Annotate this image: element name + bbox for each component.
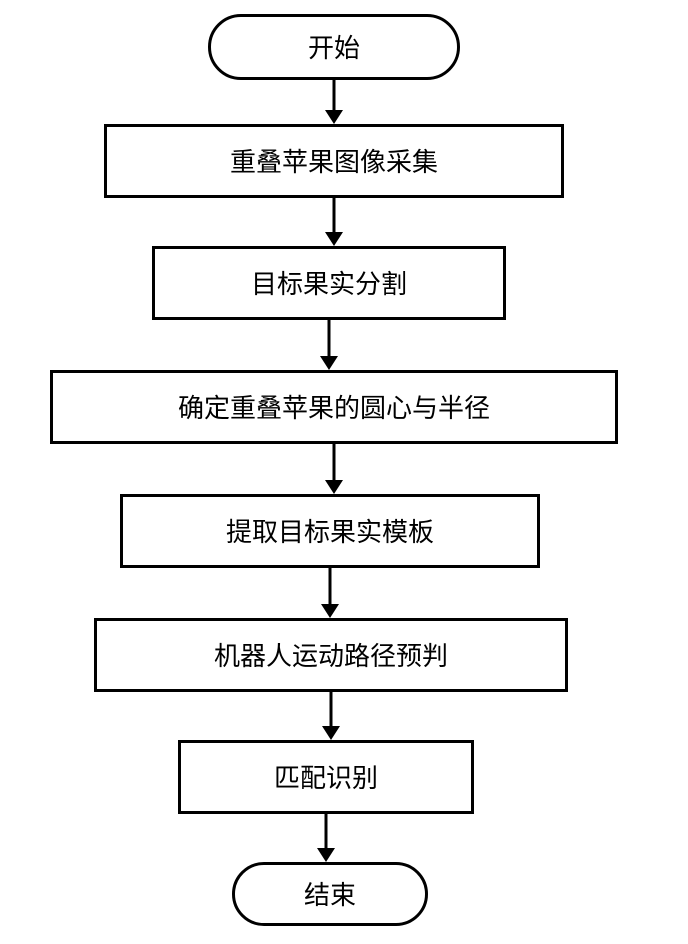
arrowhead-icon <box>325 480 343 494</box>
flow-node-p4: 提取目标果实模板 <box>120 494 540 568</box>
arrowhead-icon <box>325 110 343 124</box>
flow-node-p5: 机器人运动路径预判 <box>94 618 568 692</box>
flow-node-end: 结束 <box>232 862 428 926</box>
flow-node-label: 匹配识别 <box>274 763 378 792</box>
flow-node-p6: 匹配识别 <box>178 740 474 814</box>
flow-node-label: 确定重叠苹果的圆心与半径 <box>178 393 490 422</box>
flowchart-canvas: 开始重叠苹果图像采集目标果实分割确定重叠苹果的圆心与半径提取目标果实模板机器人运… <box>0 0 688 944</box>
flow-node-start: 开始 <box>208 14 460 80</box>
flow-node-label: 机器人运动路径预判 <box>214 641 448 670</box>
flow-node-p2: 目标果实分割 <box>152 246 506 320</box>
flow-node-label: 开始 <box>308 33 360 62</box>
arrowhead-icon <box>322 726 340 740</box>
arrowhead-icon <box>317 848 335 862</box>
flow-node-p3: 确定重叠苹果的圆心与半径 <box>50 370 618 444</box>
flow-node-p1: 重叠苹果图像采集 <box>104 124 564 198</box>
arrowhead-icon <box>320 356 338 370</box>
flow-node-label: 重叠苹果图像采集 <box>230 147 438 176</box>
arrowhead-icon <box>321 604 339 618</box>
flow-node-label: 目标果实分割 <box>251 269 407 298</box>
flow-node-label: 结束 <box>304 880 356 909</box>
flow-node-label: 提取目标果实模板 <box>226 517 434 546</box>
arrowhead-icon <box>325 232 343 246</box>
